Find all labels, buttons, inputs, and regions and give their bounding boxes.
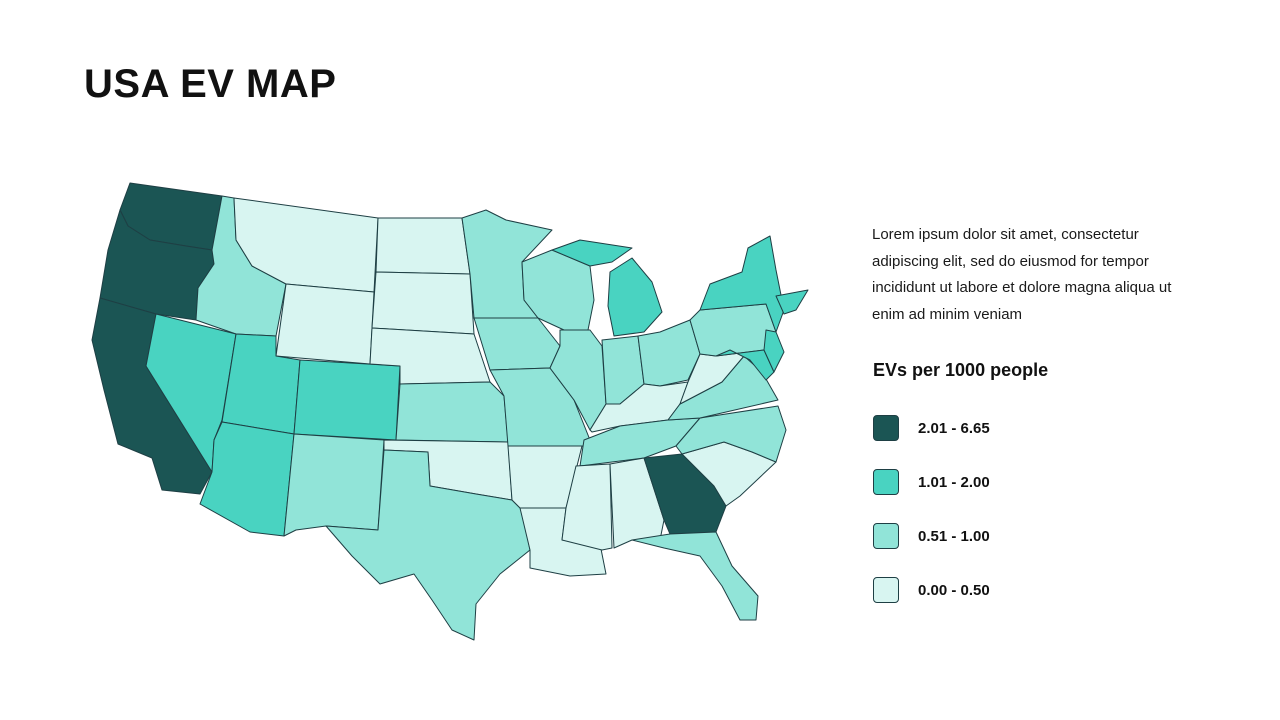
legend-item: 2.01 - 6.65: [873, 415, 990, 441]
state-colorado[interactable]: [293, 359, 401, 441]
state-florida[interactable]: [631, 531, 759, 621]
state-wyoming[interactable]: [275, 283, 375, 365]
state-north-dakota[interactable]: [375, 217, 471, 275]
state-michigan[interactable]: [551, 239, 663, 337]
legend-label: 0.51 - 1.00: [918, 527, 990, 545]
legend-item: 0.00 - 0.50: [873, 577, 990, 603]
legend-swatch: [873, 415, 899, 441]
legend-swatch: [873, 577, 899, 603]
state-pennsylvania[interactable]: [689, 303, 777, 357]
legend-item: 0.51 - 1.00: [873, 523, 990, 549]
description-text: Lorem ipsum dolor sit amet, consectetur …: [872, 226, 1172, 323]
legend-swatch: [873, 469, 899, 495]
state-iowa[interactable]: [473, 317, 561, 371]
state-massachusetts[interactable]: [775, 289, 809, 315]
state-arizona[interactable]: [199, 421, 295, 537]
state-texas[interactable]: [325, 449, 531, 641]
legend-title: EVs per 1000 people: [873, 360, 1049, 380]
page-title: USA EV MAP: [84, 62, 337, 106]
state-north-carolina[interactable]: [675, 405, 787, 463]
legend-label: 1.01 - 2.00: [918, 473, 990, 491]
usa-choropleth-map: [91, 182, 809, 641]
state-kansas[interactable]: [395, 381, 509, 443]
state-south-dakota[interactable]: [371, 271, 475, 335]
state-new-york[interactable]: [699, 235, 785, 333]
legend-item: 1.01 - 2.00: [873, 469, 990, 495]
legend-label: 2.01 - 6.65: [918, 419, 990, 437]
legend-swatch: [873, 523, 899, 549]
state-new-mexico[interactable]: [283, 433, 385, 537]
legend-label: 0.00 - 0.50: [918, 581, 990, 599]
state-new-jersey[interactable]: [763, 329, 785, 373]
